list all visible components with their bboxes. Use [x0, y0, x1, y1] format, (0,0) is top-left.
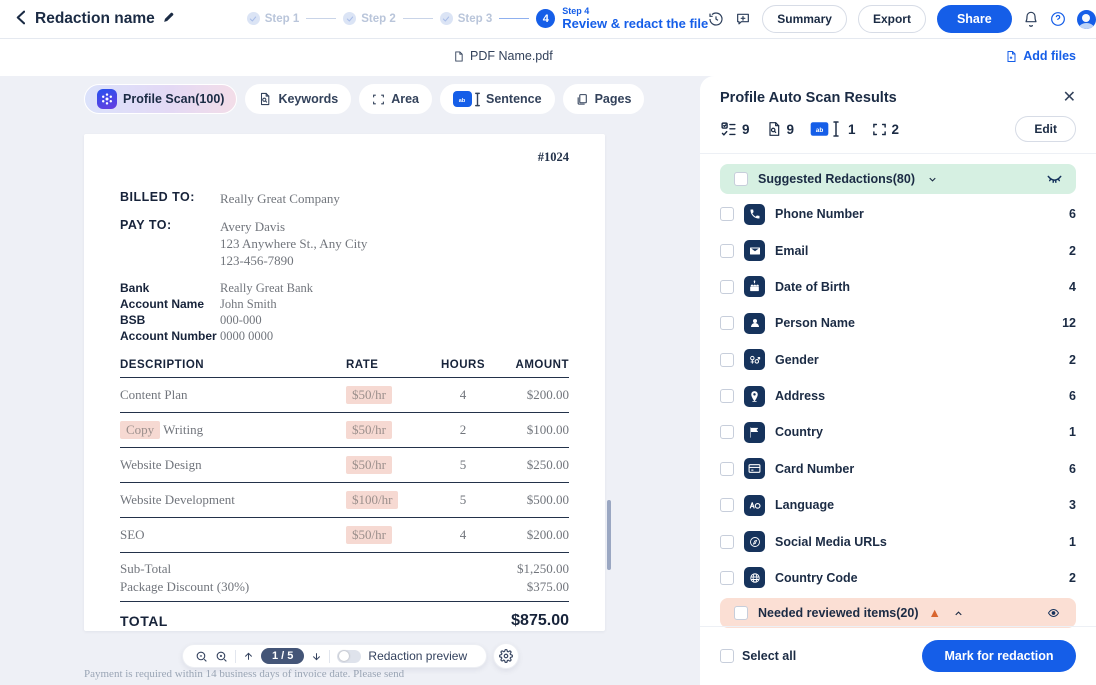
svg-text:ab: ab — [459, 98, 466, 104]
svg-text:ab: ab — [816, 127, 824, 134]
